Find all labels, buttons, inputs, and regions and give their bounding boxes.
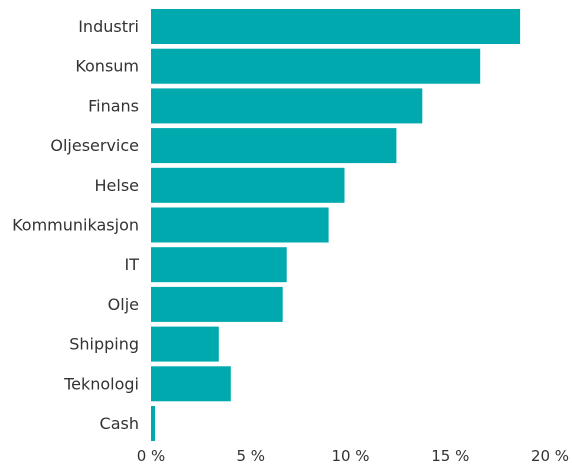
bar-konsum <box>151 48 481 84</box>
x-tick-label: 10 % <box>331 447 369 464</box>
x-tick-label: 5 % <box>237 447 266 464</box>
bar-helse <box>151 167 345 203</box>
category-labels: Industri Konsum Finans Oljeservice Helse Komm… <box>12 17 139 433</box>
category-label-oljeservice: Oljeservice <box>50 136 139 155</box>
bar-it <box>151 247 287 283</box>
bars-group <box>151 9 521 441</box>
category-label-shipping: Shipping <box>69 335 139 354</box>
category-label-finans: Finans <box>88 96 139 115</box>
bar-shipping <box>151 326 219 362</box>
category-label-it: IT <box>125 255 140 274</box>
category-label-kommunikasjon: Kommunikasjon <box>12 216 139 235</box>
bar-teknologi <box>151 366 231 402</box>
x-tick-label: 15 % <box>431 447 469 464</box>
bar-finans <box>151 88 423 124</box>
category-label-teknologi: Teknologi <box>63 374 139 393</box>
category-label-cash: Cash <box>100 414 139 433</box>
bar-olje <box>151 286 283 322</box>
category-label-industri: Industri <box>78 17 139 36</box>
x-axis-tick-labels: 0 % 5 % 10 % 15 % 20 % <box>137 447 569 464</box>
bar-industri <box>151 9 521 44</box>
category-label-konsum: Konsum <box>75 57 139 76</box>
category-label-olje: Olje <box>108 295 139 314</box>
x-tick-label: 0 % <box>137 447 166 464</box>
bar-cash <box>151 406 155 441</box>
bar-oljeservice <box>151 128 397 164</box>
bar-kommunikasjon <box>151 207 329 243</box>
category-label-helse: Helse <box>95 176 140 195</box>
x-tick-label: 20 % <box>531 447 569 464</box>
